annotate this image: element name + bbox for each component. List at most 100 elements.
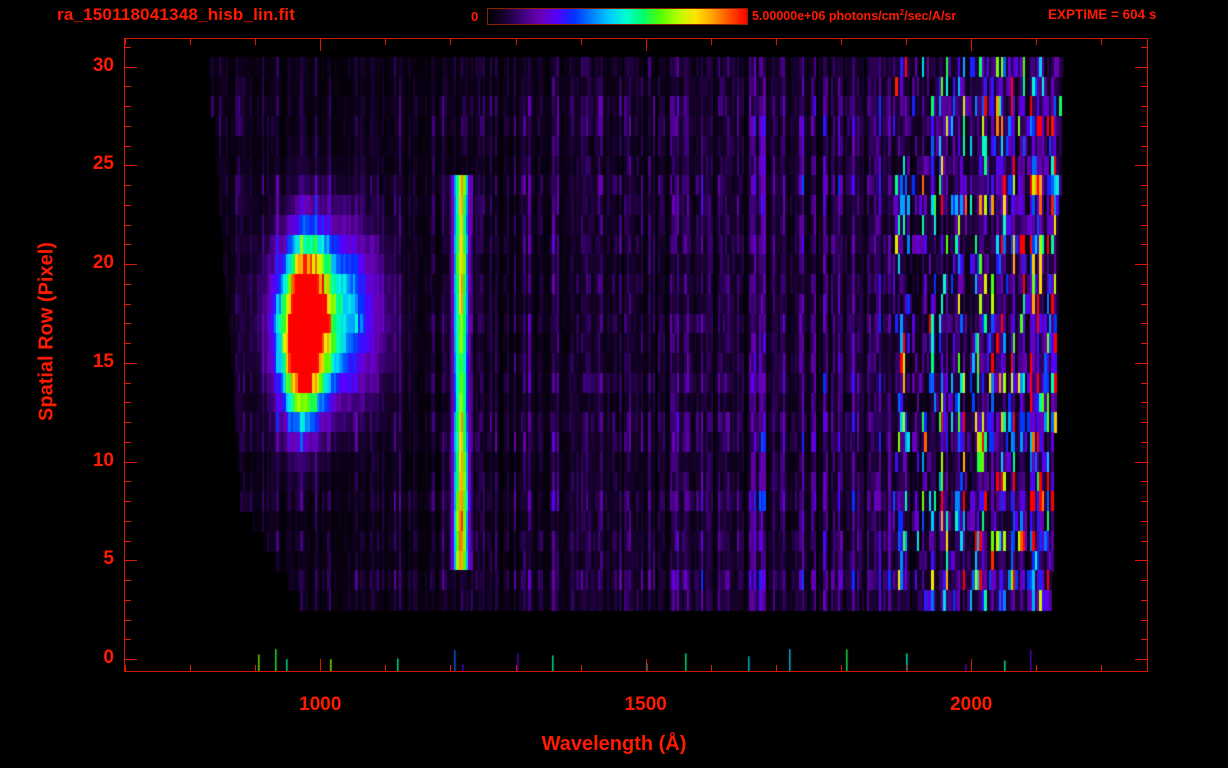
colorbar-max-label: 5.00000e+06 photons/cm2/sec/A/sr — [752, 7, 956, 25]
tick-mark — [1141, 146, 1148, 147]
x-tick-label: 1500 — [624, 694, 667, 715]
tick-mark — [1141, 323, 1148, 324]
tick-mark — [1101, 38, 1102, 45]
tick-mark — [190, 665, 191, 672]
tick-mark — [1036, 38, 1037, 45]
tick-mark — [1141, 639, 1148, 640]
tick-mark — [124, 323, 131, 324]
y-tick-label: 15 — [92, 350, 114, 372]
tick-mark — [646, 659, 647, 672]
tick-mark — [1135, 67, 1148, 68]
tick-mark — [124, 343, 131, 344]
y-tick-label: 5 — [103, 548, 114, 570]
tick-mark — [1141, 402, 1148, 403]
tick-mark — [841, 38, 842, 45]
colorbar-max-value: 5.00000e+06 — [752, 9, 826, 23]
tick-mark — [1135, 560, 1148, 561]
tick-mark — [1135, 659, 1148, 660]
tick-mark — [776, 665, 777, 672]
tick-mark — [124, 86, 131, 87]
page-title: ra_150118041348_hisb_lin.fit — [57, 5, 296, 24]
tick-mark — [1141, 442, 1148, 443]
tick-mark — [124, 185, 131, 186]
tick-mark — [516, 38, 517, 45]
tick-mark — [124, 639, 131, 640]
tick-mark — [1141, 106, 1148, 107]
y-tick-label: 25 — [92, 153, 114, 175]
tick-mark — [1141, 580, 1148, 581]
plot-frame — [124, 38, 1148, 672]
tick-mark — [124, 304, 131, 305]
tick-mark — [124, 481, 131, 482]
colorbar-units-exponent: 2 — [899, 7, 905, 17]
tick-mark — [1135, 264, 1148, 265]
colorbar-units-pre: photons/cm — [825, 9, 900, 23]
tick-mark — [320, 659, 321, 672]
tick-mark — [255, 38, 256, 45]
tick-mark — [1141, 541, 1148, 542]
x-tick-label: 2000 — [950, 694, 993, 715]
tick-mark — [1141, 600, 1148, 601]
tick-mark — [124, 422, 131, 423]
tick-mark — [125, 38, 126, 45]
tick-mark — [385, 38, 386, 45]
x-axis-label: Wavelength (Å) — [541, 733, 687, 755]
tick-mark — [711, 665, 712, 672]
tick-mark — [124, 580, 131, 581]
tick-mark — [1141, 205, 1148, 206]
tick-mark — [1036, 665, 1037, 672]
tick-mark — [124, 442, 131, 443]
tick-mark — [1141, 343, 1148, 344]
tick-mark — [124, 264, 137, 265]
tick-mark — [1141, 244, 1148, 245]
tick-mark — [646, 38, 647, 51]
y-axis-label-wrap: Spatial Row (Pixel) — [36, 182, 59, 482]
tick-mark — [581, 38, 582, 45]
tick-mark — [776, 38, 777, 45]
tick-mark — [516, 665, 517, 672]
tick-mark — [841, 665, 842, 672]
tick-mark — [971, 38, 972, 51]
tick-mark — [190, 38, 191, 45]
tick-mark — [124, 501, 131, 502]
tick-mark — [124, 126, 131, 127]
y-tick-label: 0 — [103, 647, 114, 669]
colorbar-min-label: 0 — [471, 9, 479, 24]
tick-mark — [124, 659, 137, 660]
tick-mark — [124, 165, 137, 166]
tick-mark — [125, 665, 126, 672]
tick-mark — [320, 38, 321, 51]
tick-mark — [124, 363, 137, 364]
tick-mark — [450, 38, 451, 45]
tick-mark — [124, 383, 131, 384]
tick-mark — [124, 67, 137, 68]
tick-mark — [1141, 126, 1148, 127]
tick-mark — [385, 665, 386, 672]
tick-mark — [1141, 481, 1148, 482]
tick-mark — [1101, 665, 1102, 672]
colorbar-gradient — [488, 9, 747, 24]
tick-mark — [1141, 47, 1148, 48]
tick-mark — [124, 47, 131, 48]
tick-mark — [1141, 620, 1148, 621]
colorbar-units-post: /sec/A/sr — [904, 9, 957, 23]
tick-mark — [906, 38, 907, 45]
tick-mark — [124, 462, 137, 463]
tick-mark — [1141, 521, 1148, 522]
tick-mark — [255, 665, 256, 672]
y-axis-label: Spatial Row (Pixel) — [35, 242, 58, 421]
spectrogram-image — [125, 39, 1147, 671]
tick-mark — [124, 244, 131, 245]
tick-mark — [124, 600, 131, 601]
tick-mark — [1135, 462, 1148, 463]
tick-mark — [124, 402, 131, 403]
tick-mark — [124, 146, 131, 147]
tick-mark — [124, 620, 131, 621]
tick-mark — [124, 284, 131, 285]
tick-mark — [124, 205, 131, 206]
tick-mark — [1141, 86, 1148, 87]
exposure-time-label: EXPTIME = 604 s — [1048, 7, 1157, 22]
tick-mark — [1141, 225, 1148, 226]
tick-mark — [711, 38, 712, 45]
